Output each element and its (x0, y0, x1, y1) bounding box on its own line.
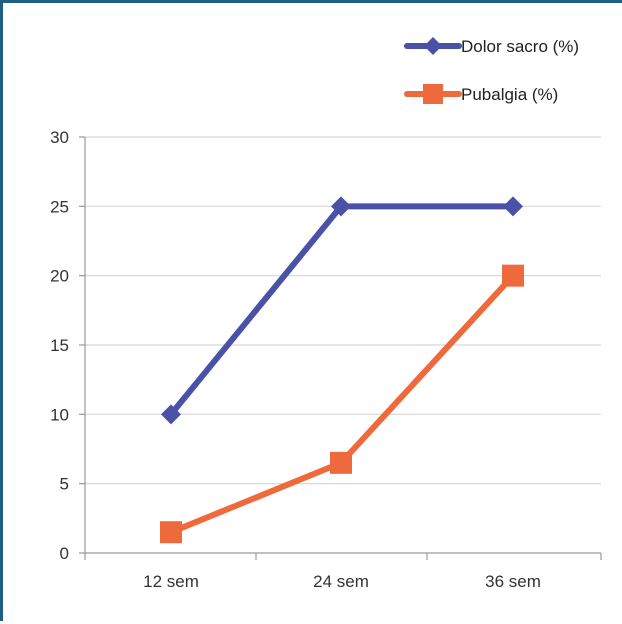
series-layer (160, 196, 524, 544)
series-line-1 (168, 272, 516, 536)
data-point-1-2 (502, 264, 524, 287)
y-tick-label: 5 (60, 475, 69, 494)
series-line-0 (168, 203, 516, 418)
x-tick-label: 24 sem (313, 572, 369, 591)
data-point-0-2 (503, 196, 523, 217)
x-tick-label: 36 sem (485, 572, 541, 591)
gridlines (85, 136, 601, 485)
data-point-0-0 (161, 404, 181, 425)
legend-marker-0 (424, 37, 442, 55)
y-tick-label: 25 (50, 197, 69, 216)
data-point-1-1 (330, 451, 352, 474)
x-tick-label: 12 sem (143, 572, 199, 591)
legend-marker-1 (423, 84, 443, 104)
y-tick-label: 0 (60, 544, 69, 563)
legend-label-0: Dolor sacro (%) (461, 37, 579, 56)
y-axis-ticks: 0 5 10 15 20 25 30 (50, 128, 85, 563)
y-tick-label: 15 (50, 336, 69, 355)
legend: Dolor sacro (%) Pubalgia (%) (404, 37, 579, 104)
y-tick-label: 10 (50, 405, 69, 424)
y-tick-label: 30 (50, 128, 69, 147)
line-chart: 0 5 10 15 20 25 30 12 sem 24 sem 36 sem Dolor sa… (50, 37, 602, 591)
data-point-0-1 (331, 196, 351, 217)
legend-label-1: Pubalgia (%) (461, 85, 558, 104)
data-point-1-0 (160, 521, 182, 544)
x-axis-ticks: 12 sem 24 sem 36 sem (84, 553, 602, 591)
y-tick-label: 20 (50, 267, 69, 286)
